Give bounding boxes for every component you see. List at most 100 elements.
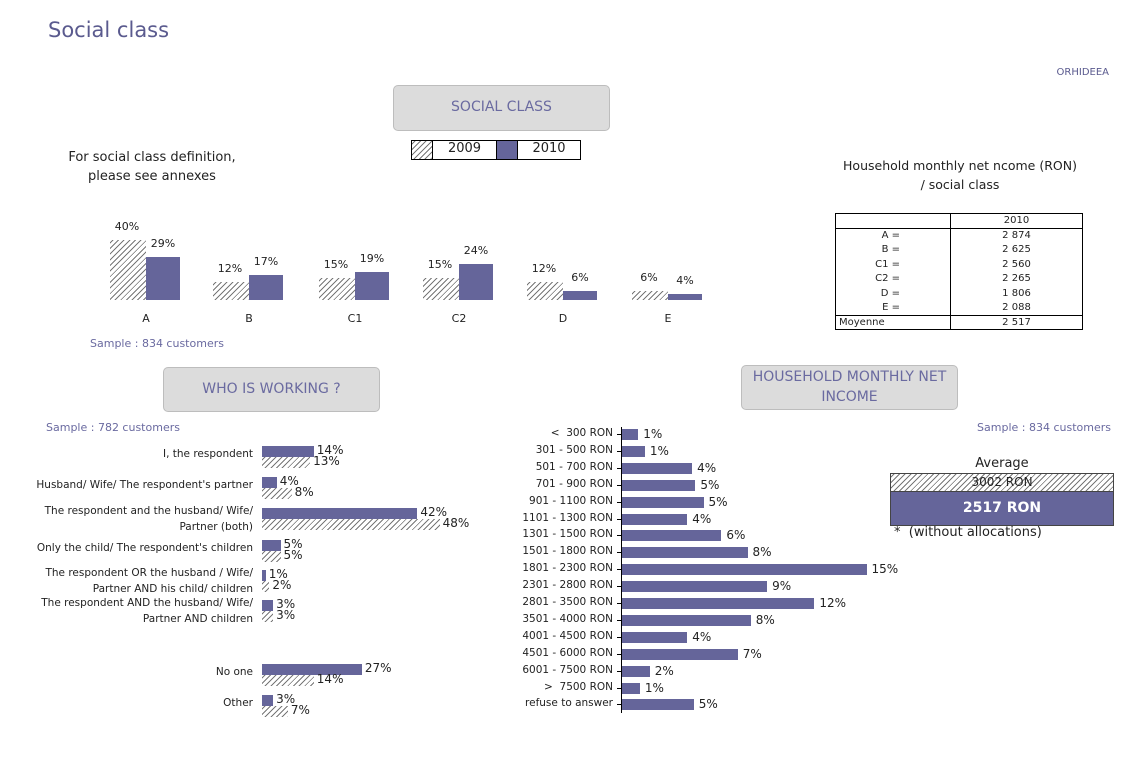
page-title: Social class <box>48 18 170 42</box>
category-label: > 7500 RON <box>544 680 613 693</box>
income-table-row: D = 1 806 <box>835 286 1083 301</box>
category-label: 4001 - 4500 RON <box>522 629 613 642</box>
note-line: please see annexes <box>88 168 216 184</box>
data-label-2010: 24% <box>463 244 489 257</box>
data-label-2010: 4% <box>279 474 299 488</box>
income-bar <box>622 530 722 542</box>
sample-note: Sample : 834 customers <box>90 337 224 350</box>
data-label-2010: 1% <box>268 567 288 581</box>
note-star: * <box>894 525 901 540</box>
bar-2010 <box>262 540 281 551</box>
data-label-2009: 8% <box>294 485 314 499</box>
brand-label: ORHIDEEA <box>1056 67 1109 78</box>
income-table-row: C2 = 2 265 <box>835 271 1083 286</box>
category-label: 2301 - 2800 RON <box>522 579 613 592</box>
bar-2009 <box>262 488 292 499</box>
average-title: Average <box>975 456 1029 471</box>
income-bar <box>622 496 704 508</box>
row-label: E = <box>835 300 951 315</box>
income-bar <box>622 631 688 643</box>
income-bar <box>622 648 738 660</box>
income-table-title-line: Household monthly net ncome (RON) <box>843 158 1077 173</box>
data-label-2009: 3% <box>276 608 296 622</box>
category-label: The respondent AND the husband/ Wife/ Pa… <box>41 597 253 625</box>
bar-2009 <box>262 611 274 622</box>
bar-2010 <box>146 256 180 300</box>
section-social-class: SOCIAL CLASS <box>393 85 610 131</box>
income-table-row: A = 2 874 <box>835 228 1083 243</box>
income-table-row: B = 2 625 <box>835 242 1083 257</box>
bar-2009 <box>213 282 249 300</box>
data-label-2009: 14% <box>316 672 344 686</box>
note-text: (without allocations) <box>908 525 1042 540</box>
axis-tick <box>617 450 621 452</box>
data-label: 4% <box>697 460 717 475</box>
income-table-title: Household monthly net ncome (RON) / soci… <box>820 157 1100 195</box>
data-label-2010: 29% <box>150 236 176 250</box>
category-label: E <box>664 312 672 325</box>
legend-label-2010: 2010 <box>532 141 566 156</box>
category-label: The respondent OR the husband / Wife/ Pa… <box>45 567 253 595</box>
category-label: A <box>142 312 150 325</box>
income-table-header: 2010 <box>950 213 1083 228</box>
axis-tick <box>617 603 621 604</box>
axis-tick <box>617 586 621 588</box>
bar-2010 <box>668 294 702 300</box>
data-label: 1% <box>644 680 664 695</box>
category-label: 2801 - 3500 RON <box>522 596 613 608</box>
data-label-2009: 2% <box>272 578 292 592</box>
data-label: 5% <box>698 697 718 712</box>
category-label: 301 - 500 RON <box>535 443 613 456</box>
axis-tick <box>617 501 621 503</box>
axis-tick <box>617 687 621 689</box>
axis-tick <box>617 467 621 469</box>
data-label: 6% <box>726 528 746 543</box>
data-label: 5% <box>708 494 728 509</box>
data-label-2010: 3% <box>276 692 296 706</box>
axis-tick <box>617 518 621 520</box>
category-label: The respondent and the husband/ Wife/ Pa… <box>44 505 253 533</box>
data-label-2009: 15% <box>323 257 349 271</box>
category-label: C2 <box>451 312 467 325</box>
bar-2010 <box>262 664 362 675</box>
axis-tick <box>617 569 621 571</box>
data-label: 9% <box>772 579 792 594</box>
data-label-2009: 40% <box>114 220 140 233</box>
sample-note: Sample : 782 customers <box>46 421 180 434</box>
data-label-2010: 27% <box>364 661 392 675</box>
income-bar <box>622 598 815 609</box>
data-label-2010: 4% <box>676 274 694 287</box>
row-value: 2 560 <box>950 257 1083 272</box>
row-value: 2 088 <box>950 300 1083 315</box>
income-table-footer-label: Moyenne <box>835 315 951 330</box>
income-bar <box>622 614 751 626</box>
income-bar <box>622 581 768 593</box>
axis-tick <box>617 484 621 486</box>
axis-tick <box>617 552 621 554</box>
bar-2010 <box>459 264 493 300</box>
note-line: For social class definition, <box>68 150 236 165</box>
bar-2009 <box>262 581 270 592</box>
income-bar <box>622 547 748 559</box>
income-bar <box>622 445 645 457</box>
legend-label-2009: 2009 <box>433 141 497 159</box>
category-label: 3501 - 4000 RON <box>522 612 613 625</box>
bar-2010 <box>262 508 418 519</box>
data-label-2010: 3% <box>276 597 296 611</box>
data-label: 2% <box>654 663 674 678</box>
category-label: refuse to answer <box>525 697 613 710</box>
bar-2010 <box>262 600 274 611</box>
bar-2010 <box>249 274 283 300</box>
category-label: Other <box>223 697 253 709</box>
data-label: 4% <box>692 629 712 644</box>
legend-swatch-2010 <box>497 141 518 159</box>
legend-swatch-2009 <box>412 141 433 159</box>
category-label: 701 - 900 RON <box>535 477 613 490</box>
average-box: 3002 RON 2517 RON <box>890 473 1114 526</box>
definition-note: For social class definition, please see … <box>52 149 252 187</box>
axis-tick <box>617 535 621 537</box>
data-label-2009: 7% <box>290 703 310 717</box>
row-label: B = <box>835 242 951 257</box>
bar-2010 <box>262 570 266 581</box>
income-table-footer-value: 2 517 <box>950 315 1083 330</box>
